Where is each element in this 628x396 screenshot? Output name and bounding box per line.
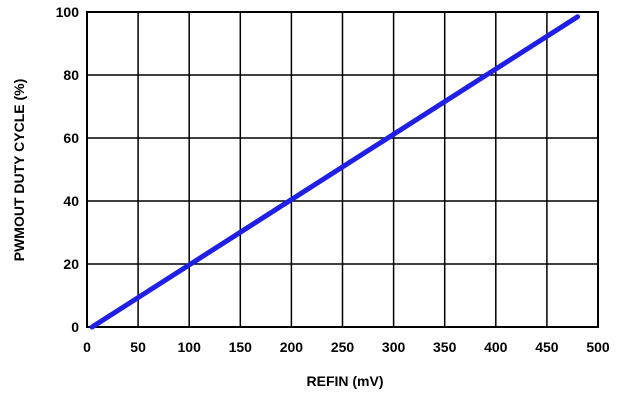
y-tick-label: 0 xyxy=(71,319,79,335)
x-tick-label: 450 xyxy=(535,339,559,355)
x-tick-label: 350 xyxy=(433,339,457,355)
x-tick-label: 250 xyxy=(331,339,355,355)
x-tick-label: 50 xyxy=(130,339,146,355)
y-tick-labels: 0 20 40 60 80 100 xyxy=(56,4,80,335)
y-tick-label: 60 xyxy=(63,130,79,146)
x-tick-label: 500 xyxy=(586,339,610,355)
y-tick-label: 80 xyxy=(63,67,79,83)
y-axis-title: PWMOUT DUTY CYCLE (%) xyxy=(11,79,27,262)
x-tick-label: 0 xyxy=(83,339,91,355)
y-tick-label: 20 xyxy=(63,256,79,272)
plot-frame xyxy=(86,11,599,328)
x-tick-label: 150 xyxy=(229,339,253,355)
y-tick-label: 100 xyxy=(56,4,80,20)
y-tick-label: 40 xyxy=(63,193,79,209)
x-tick-label: 200 xyxy=(280,339,304,355)
duty-cycle-series-line xyxy=(89,14,581,330)
x-tick-label: 300 xyxy=(382,339,406,355)
x-tick-label: 400 xyxy=(484,339,508,355)
x-tick-labels: 0 50 100 150 200 250 300 350 400 450 500 xyxy=(83,339,610,355)
x-tick-label: 100 xyxy=(178,339,202,355)
x-axis-title: REFIN (mV) xyxy=(307,373,384,389)
series-layer xyxy=(89,14,581,330)
